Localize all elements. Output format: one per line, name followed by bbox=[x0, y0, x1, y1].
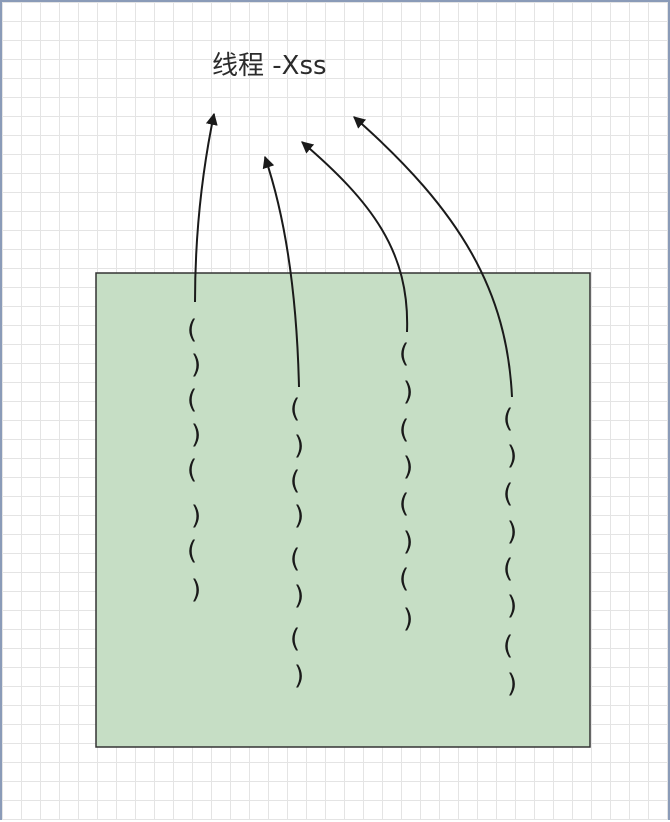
stack-frame-close: ) bbox=[403, 527, 413, 557]
stack-frame-close: ) bbox=[294, 581, 304, 611]
thread-stack-frames-2: ( ) ( ) ( ) ( ) bbox=[290, 394, 304, 691]
stack-frame-open: ( bbox=[399, 415, 409, 445]
stack-frame-close: ) bbox=[403, 604, 413, 634]
thread-arrow-2 bbox=[262, 155, 300, 388]
stack-frame-open: ( bbox=[399, 564, 409, 594]
stack-frame-open: ( bbox=[399, 489, 409, 519]
stack-frame-open: ( bbox=[290, 544, 300, 574]
stack-frame-close: ) bbox=[294, 661, 304, 691]
stack-frame-open: ( bbox=[187, 385, 197, 415]
stack-frame-close: ) bbox=[507, 591, 517, 621]
stack-frame-close: ) bbox=[191, 350, 201, 380]
stack-frame-open: ( bbox=[399, 339, 409, 369]
stack-frame-close: ) bbox=[191, 420, 201, 450]
stack-frame-close: ) bbox=[507, 517, 517, 547]
stack-frame-close: ) bbox=[294, 501, 304, 531]
stack-frame-open: ( bbox=[187, 536, 197, 566]
thread-arrow-4 bbox=[353, 116, 513, 398]
stack-frame-close: ) bbox=[403, 377, 413, 407]
stack-frame-open: ( bbox=[503, 479, 513, 509]
stack-frame-open: ( bbox=[290, 624, 300, 654]
stack-frame-open: ( bbox=[290, 394, 300, 424]
thread-arrow-3 bbox=[301, 141, 409, 333]
thread-stack-frames-3: ( ) ( ) ( ) ( ) bbox=[399, 339, 413, 634]
stack-frame-open: ( bbox=[187, 315, 197, 345]
diagram-title: 线程 -Xss bbox=[212, 51, 327, 81]
thread-stack-frames-4: ( ) ( ) ( ) ( ) bbox=[503, 404, 517, 699]
thread-arrow-1 bbox=[194, 112, 218, 303]
stack-frame-close: ) bbox=[507, 669, 517, 699]
stack-frame-close: ) bbox=[191, 501, 201, 531]
stack-frame-close: ) bbox=[294, 431, 304, 461]
stack-frame-open: ( bbox=[187, 455, 197, 485]
stack-frame-open: ( bbox=[503, 554, 513, 584]
stack-frame-close: ) bbox=[403, 452, 413, 482]
thread-stack-frames-1: ( ) ( ) ( ) ( ) bbox=[187, 315, 201, 605]
stack-frame-open: ( bbox=[290, 466, 300, 496]
stack-frame-close: ) bbox=[191, 575, 201, 605]
stack-frame-close: ) bbox=[507, 441, 517, 471]
stack-frame-open: ( bbox=[503, 404, 513, 434]
stack-frame-open: ( bbox=[503, 631, 513, 661]
